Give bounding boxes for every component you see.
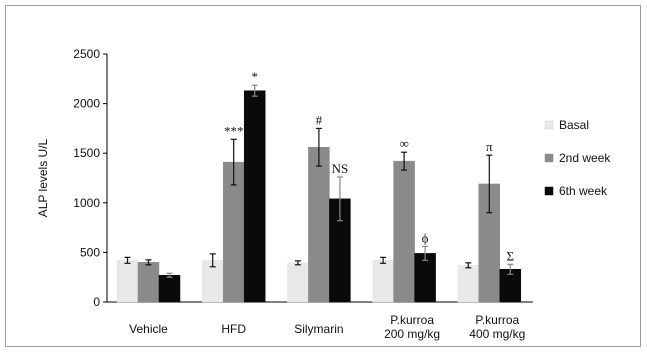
bar xyxy=(116,260,139,303)
legend-label: 2nd week xyxy=(559,151,611,165)
legend-swatch xyxy=(544,186,554,196)
bar xyxy=(308,146,330,303)
x-category-label: P.kurroa xyxy=(390,313,434,327)
legend-label: Basal xyxy=(559,118,589,132)
bar xyxy=(393,160,415,303)
y-axis-label: ALP levels U/L xyxy=(36,138,50,217)
legend-swatch xyxy=(544,153,554,163)
significance-annotation: Σ xyxy=(507,248,515,263)
y-tick-label: 2500 xyxy=(73,47,100,61)
significance-annotation: *** xyxy=(224,123,244,138)
x-category-label: 200 mg/kg xyxy=(384,327,440,341)
bar xyxy=(158,274,181,303)
bar xyxy=(287,262,309,303)
x-category-label: 400 mg/kg xyxy=(469,327,525,341)
significance-annotation: ∞ xyxy=(399,136,408,151)
significance-annotation: NS xyxy=(332,161,349,176)
bar xyxy=(372,260,394,303)
y-tick-label: 500 xyxy=(80,245,100,259)
y-tick-label: 0 xyxy=(93,295,100,309)
x-category-label: Vehicle xyxy=(129,322,168,336)
significance-annotation: ϕ xyxy=(422,230,429,245)
bar xyxy=(457,265,480,303)
x-category-label: HFD xyxy=(221,322,246,336)
x-category-label: P.kurroa xyxy=(475,313,519,327)
bar xyxy=(137,262,160,303)
y-tick-label: 1000 xyxy=(73,196,100,210)
significance-annotation: π xyxy=(486,139,493,154)
x-category-label: Silymarin xyxy=(294,322,343,336)
y-tick-label: 2000 xyxy=(73,97,100,111)
y-tick-label: 1500 xyxy=(73,146,100,160)
legend-label: 6th week xyxy=(559,184,608,198)
legend-swatch xyxy=(544,120,554,130)
bar xyxy=(243,90,266,303)
significance-annotation: * xyxy=(251,69,258,84)
significance-annotation: # xyxy=(316,112,323,127)
